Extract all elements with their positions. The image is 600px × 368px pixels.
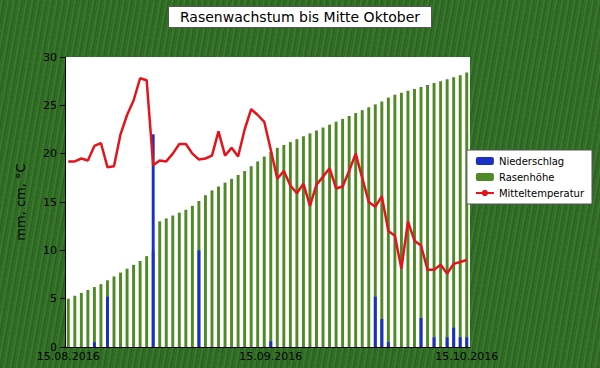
svg-text:0: 0: [50, 340, 57, 354]
svg-text:10: 10: [43, 244, 57, 257]
svg-text:Rasenhöhe: Rasenhöhe: [499, 172, 555, 183]
svg-text:20: 20: [43, 147, 57, 160]
svg-text:Niederschlag: Niederschlag: [499, 156, 564, 167]
svg-text:15.08.2016: 15.08.2016: [37, 350, 100, 363]
svg-text:mm, cm, °C: mm, cm, °C: [13, 163, 28, 240]
svg-text:25: 25: [43, 99, 57, 112]
svg-text:15: 15: [43, 196, 57, 209]
svg-text:5: 5: [50, 292, 57, 305]
svg-text:15.09.2016: 15.09.2016: [239, 350, 302, 363]
svg-text:Mitteltemperatur: Mitteltemperatur: [499, 188, 585, 199]
svg-text:Rasenwachstum bis Mitte Oktobe: Rasenwachstum bis Mitte Oktober: [180, 9, 420, 25]
svg-text:15.10.2016: 15.10.2016: [435, 350, 498, 363]
svg-text:30: 30: [43, 51, 57, 64]
